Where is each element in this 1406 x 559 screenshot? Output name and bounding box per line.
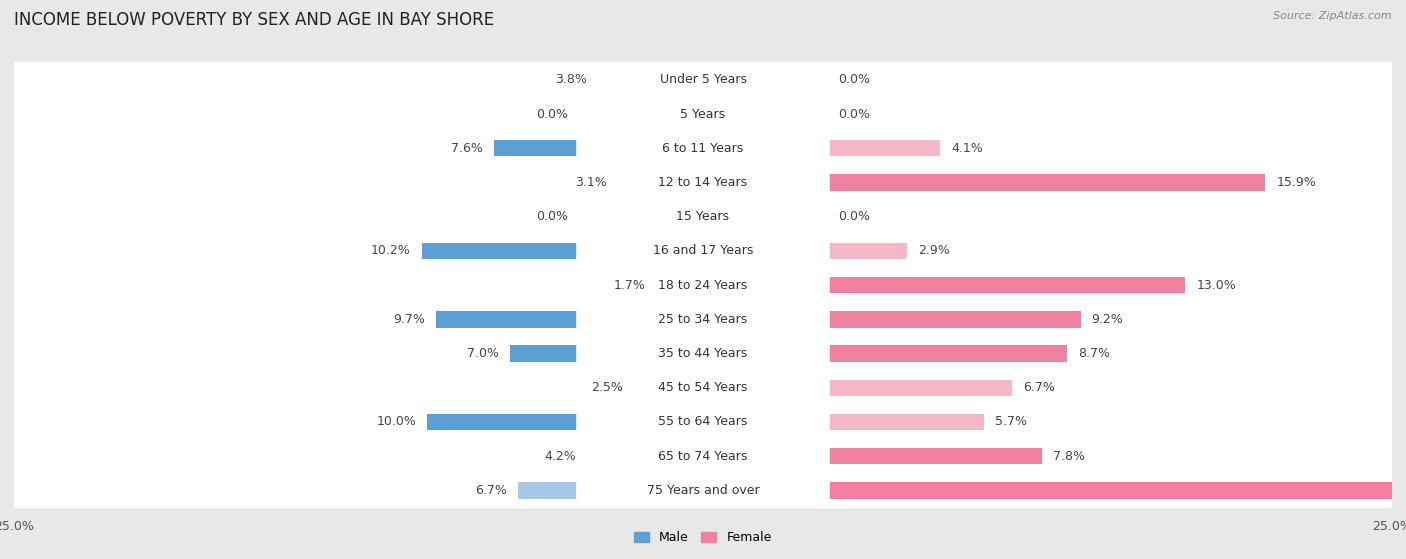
Bar [510,345,579,362]
FancyBboxPatch shape [13,438,1393,474]
Text: 15.9%: 15.9% [1277,176,1316,189]
Text: 13.0%: 13.0% [1197,278,1236,292]
Text: 9.2%: 9.2% [1091,313,1123,326]
Text: 4.2%: 4.2% [544,449,576,463]
Text: 6.7%: 6.7% [1022,381,1054,394]
Bar [827,311,1081,328]
Text: Source: ZipAtlas.com: Source: ZipAtlas.com [1274,11,1392,21]
FancyBboxPatch shape [576,443,830,470]
FancyBboxPatch shape [576,374,830,401]
Text: 18 to 24 Years: 18 to 24 Years [658,278,748,292]
Text: 7.6%: 7.6% [451,142,482,155]
Text: 0.0%: 0.0% [536,107,568,121]
Text: 5.7%: 5.7% [995,415,1028,428]
FancyBboxPatch shape [13,301,1393,337]
Bar [422,243,579,259]
FancyBboxPatch shape [576,203,830,230]
FancyBboxPatch shape [576,101,830,127]
Bar [617,174,703,191]
Text: 2.5%: 2.5% [591,381,623,394]
Text: 3.8%: 3.8% [555,73,588,86]
FancyBboxPatch shape [576,169,830,196]
Bar [827,380,1012,396]
Bar [827,482,1406,499]
FancyBboxPatch shape [13,404,1393,440]
FancyBboxPatch shape [13,267,1393,303]
Bar [634,380,703,396]
Text: 0.0%: 0.0% [838,107,870,121]
Bar [599,72,703,88]
FancyBboxPatch shape [13,198,1393,235]
FancyBboxPatch shape [13,472,1393,508]
Text: 9.7%: 9.7% [392,313,425,326]
Bar [827,277,1185,293]
Text: 1.7%: 1.7% [613,278,645,292]
Bar [827,448,1042,465]
FancyBboxPatch shape [576,67,830,93]
Bar [588,448,703,465]
FancyBboxPatch shape [13,62,1393,98]
Bar [827,414,984,430]
Text: 2.9%: 2.9% [918,244,949,257]
Text: Under 5 Years: Under 5 Years [659,73,747,86]
Text: 5 Years: 5 Years [681,107,725,121]
Text: 7.8%: 7.8% [1053,449,1085,463]
Text: INCOME BELOW POVERTY BY SEX AND AGE IN BAY SHORE: INCOME BELOW POVERTY BY SEX AND AGE IN B… [14,11,494,29]
FancyBboxPatch shape [13,130,1393,166]
Bar [827,243,907,259]
Text: 75 Years and over: 75 Years and over [647,484,759,497]
Text: 15 Years: 15 Years [676,210,730,223]
FancyBboxPatch shape [576,340,830,367]
Bar [657,277,703,293]
Bar [827,345,1067,362]
Text: 55 to 64 Years: 55 to 64 Years [658,415,748,428]
Text: 35 to 44 Years: 35 to 44 Years [658,347,748,360]
FancyBboxPatch shape [576,272,830,299]
Text: 6 to 11 Years: 6 to 11 Years [662,142,744,155]
Bar [519,482,579,499]
Bar [427,414,579,430]
FancyBboxPatch shape [13,369,1393,406]
FancyBboxPatch shape [13,335,1393,372]
Text: 7.0%: 7.0% [467,347,499,360]
Text: 10.2%: 10.2% [371,244,411,257]
Text: 45 to 54 Years: 45 to 54 Years [658,381,748,394]
Legend: Male, Female: Male, Female [630,526,776,549]
FancyBboxPatch shape [13,96,1393,132]
Text: 25 to 34 Years: 25 to 34 Years [658,313,748,326]
FancyBboxPatch shape [576,238,830,264]
Text: 3.1%: 3.1% [575,176,606,189]
Bar [827,174,1265,191]
FancyBboxPatch shape [576,477,830,504]
Text: 0.0%: 0.0% [838,73,870,86]
FancyBboxPatch shape [576,306,830,333]
FancyBboxPatch shape [13,233,1393,269]
Text: 12 to 14 Years: 12 to 14 Years [658,176,748,189]
Bar [827,140,941,157]
Text: 0.0%: 0.0% [536,210,568,223]
Text: 8.7%: 8.7% [1078,347,1109,360]
Bar [436,311,579,328]
Text: 6.7%: 6.7% [475,484,508,497]
FancyBboxPatch shape [13,164,1393,201]
Text: 10.0%: 10.0% [377,415,416,428]
FancyBboxPatch shape [576,135,830,162]
Text: 0.0%: 0.0% [838,210,870,223]
Bar [494,140,579,157]
Text: 16 and 17 Years: 16 and 17 Years [652,244,754,257]
Text: 4.1%: 4.1% [950,142,983,155]
Text: 65 to 74 Years: 65 to 74 Years [658,449,748,463]
FancyBboxPatch shape [576,409,830,435]
